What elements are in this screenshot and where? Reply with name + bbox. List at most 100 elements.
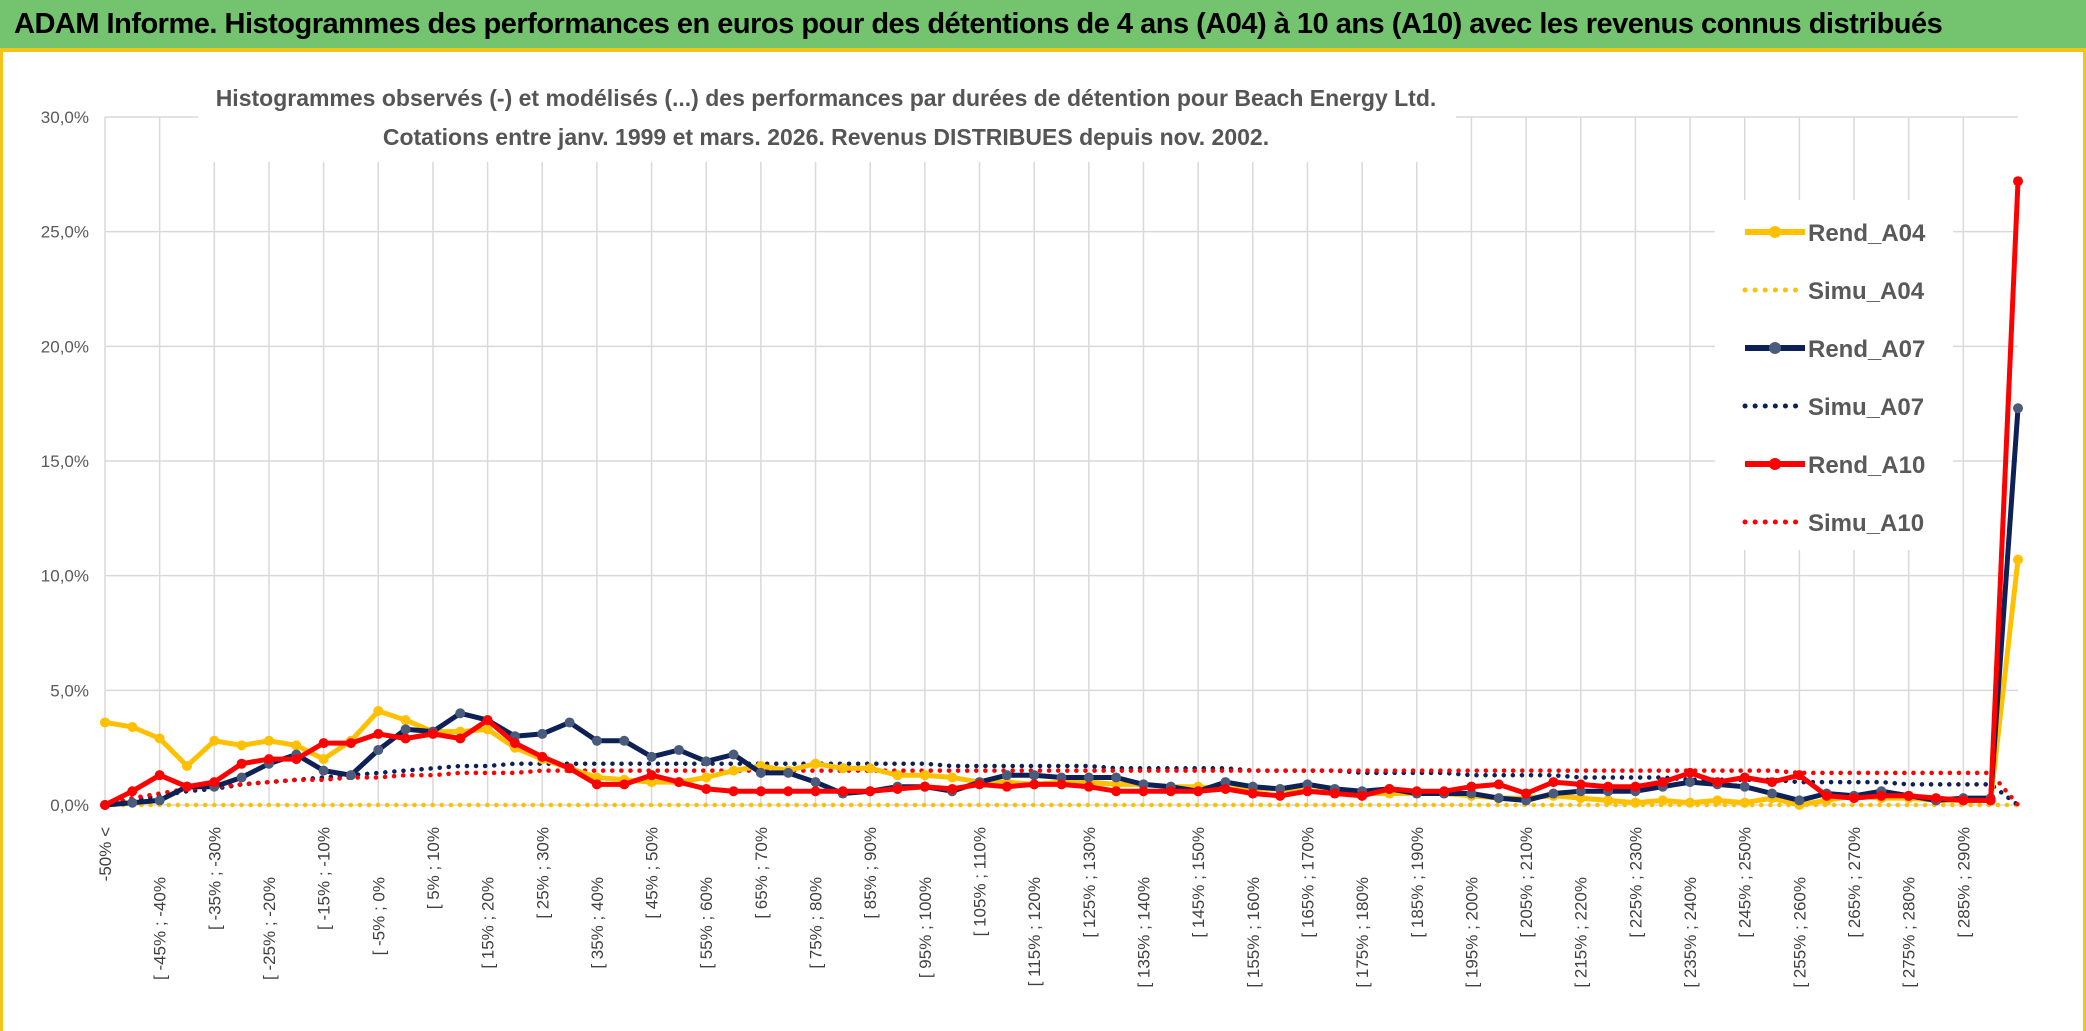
data-point [783, 767, 794, 778]
series-line [102, 761, 2021, 808]
data-point [947, 783, 958, 794]
data-point [564, 763, 575, 774]
data-point [181, 761, 192, 772]
legend-label: Simu_A04 [1808, 278, 1925, 305]
x-tick-label: [ 215% ; 220% [1572, 877, 1591, 988]
data-point [482, 724, 493, 735]
data-point [1083, 772, 1094, 783]
data-point [1794, 770, 1805, 781]
data-point [1466, 781, 1477, 792]
data-point [1603, 795, 1614, 806]
data-point [291, 740, 302, 751]
legend-item-simu-a04: Simu_A04 [1742, 278, 1925, 305]
data-point [810, 777, 821, 788]
x-tick-label: [ 285% ; 290% [1954, 827, 1973, 938]
data-point [373, 728, 384, 739]
data-point [1575, 793, 1586, 804]
data-point [1575, 779, 1586, 790]
data-point [701, 756, 712, 767]
data-point [1849, 793, 1860, 804]
data-point [1275, 790, 1286, 801]
data-point [2013, 554, 2023, 565]
data-point [1193, 786, 1204, 797]
data-point [1439, 786, 1450, 797]
data-point [318, 738, 329, 749]
data-point [291, 754, 302, 765]
data-point [1056, 772, 1067, 783]
report-banner: ADAM Informe. Histogrammes des performan… [0, 0, 2086, 52]
x-tick-label: [ 5% ; 10% [424, 827, 443, 909]
data-point [564, 717, 575, 728]
y-tick-label: 10,0% [41, 567, 89, 586]
data-point [646, 751, 657, 762]
data-point [865, 763, 876, 774]
data-point [318, 765, 329, 776]
x-tick-label: [ 95% ; 100% [916, 877, 935, 978]
legend-item-rend-a07: Rend_A07 [1745, 336, 1925, 363]
data-point [2013, 176, 2023, 187]
x-tick-label: [ 105% ; 110% [971, 827, 990, 936]
y-tick-label: 20,0% [41, 337, 89, 356]
data-point [1001, 770, 1012, 781]
data-point [1958, 795, 1969, 806]
legend-label: Rend_A10 [1808, 452, 1925, 479]
data-point [455, 708, 466, 719]
data-point [1739, 781, 1750, 792]
x-tick-label: [ 65% ; 70% [752, 827, 771, 919]
data-point [236, 740, 247, 751]
data-point [1685, 777, 1696, 788]
legend-item-simu-a07: Simu_A07 [1742, 394, 1924, 421]
data-point [728, 765, 739, 776]
data-point [619, 779, 630, 790]
data-point [154, 795, 165, 806]
data-point [1411, 786, 1422, 797]
data-point [1220, 777, 1231, 788]
data-point [1767, 788, 1778, 799]
data-point [1165, 786, 1176, 797]
data-point [755, 767, 766, 778]
chart-title-box [198, 76, 1456, 162]
legend-item-rend-a10: Rend_A10 [1745, 452, 1925, 479]
x-tick-label: [ 55% ; 60% [697, 877, 716, 969]
data-point [455, 733, 466, 744]
data-point [701, 772, 712, 783]
data-point [1767, 777, 1778, 788]
x-tick-label: -50% < [96, 827, 115, 881]
data-point [154, 770, 165, 781]
x-axis-labels: -50% < [ -45% ; -40% [ -35% ; -30% [ -25% ;… [96, 827, 1973, 988]
x-tick-label: [ 125% ; 130% [1080, 827, 1099, 938]
data-point [947, 772, 958, 783]
chart-frame [0, 52, 2086, 1031]
data-point [837, 763, 848, 774]
data-point [1685, 767, 1696, 778]
data-point [1821, 790, 1832, 801]
x-tick-label: [ 195% ; 200% [1462, 877, 1481, 988]
data-point [263, 735, 274, 746]
y-tick-label: 25,0% [41, 223, 89, 242]
data-point [673, 777, 684, 788]
y-tick-label: 5,0% [50, 681, 89, 700]
x-tick-label: [ 185% ; 190% [1408, 827, 1427, 938]
data-point [400, 715, 411, 726]
legend-marker [1769, 342, 1781, 354]
series-group [100, 176, 2023, 810]
data-point [537, 751, 548, 762]
data-point [1056, 779, 1067, 790]
x-tick-label: [ 45% ; 50% [643, 827, 662, 919]
legend-label: Rend_A07 [1808, 336, 1925, 363]
data-point [1876, 790, 1887, 801]
legend-label: Rend_A04 [1808, 220, 1926, 247]
data-point [373, 705, 384, 716]
data-point [1029, 770, 1040, 781]
data-point [1493, 779, 1504, 790]
series-line [104, 559, 2021, 808]
x-tick-label: [ 175% ; 180% [1353, 877, 1372, 988]
data-point [1603, 781, 1614, 792]
data-point [810, 758, 821, 769]
y-tick-label: 15,0% [41, 452, 89, 471]
x-tick-label: [ 165% ; 170% [1298, 827, 1317, 938]
data-point [865, 786, 876, 797]
legend-label: Simu_A07 [1808, 394, 1924, 421]
y-tick-label: 0,0% [50, 796, 89, 815]
series-simu-a07 [102, 761, 2021, 808]
